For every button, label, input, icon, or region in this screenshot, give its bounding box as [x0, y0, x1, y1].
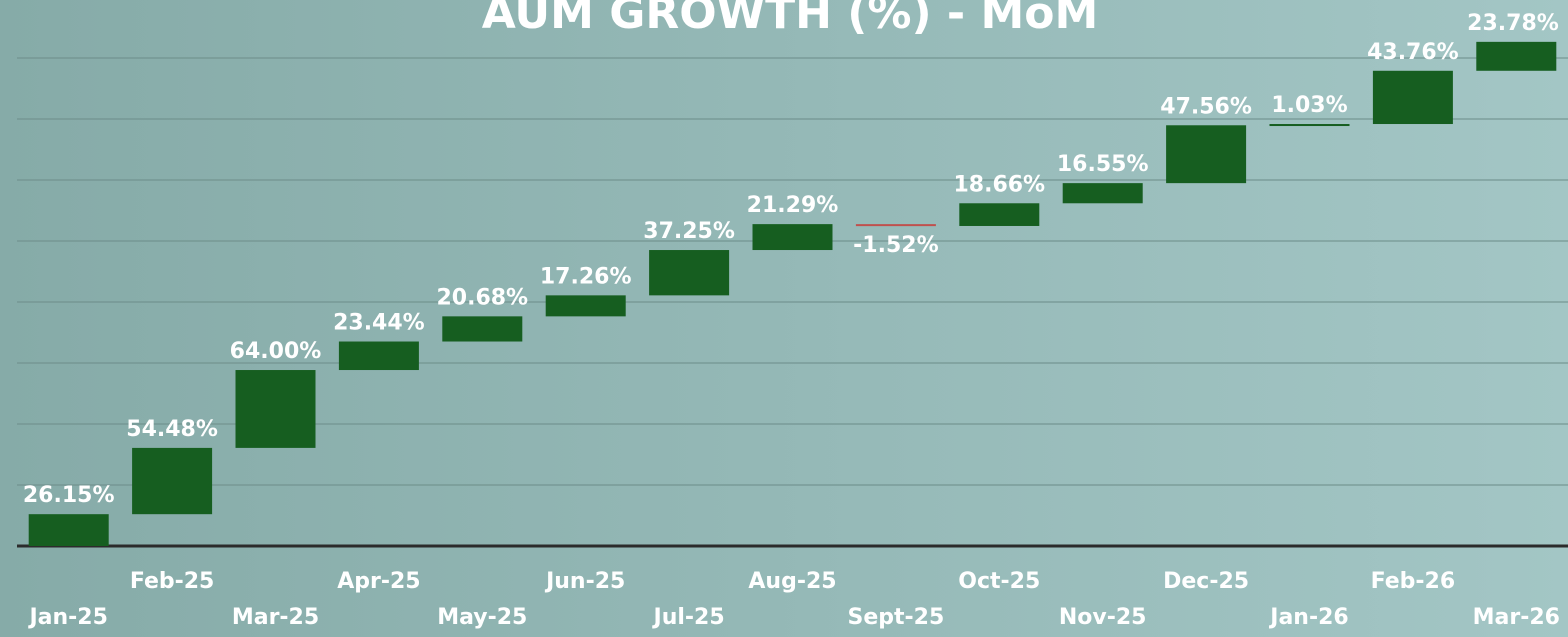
- data-label: 1.03%: [1271, 93, 1347, 118]
- bar: [855, 224, 936, 227]
- data-label: 18.66%: [953, 172, 1045, 197]
- x-tick-label: Oct-25: [958, 569, 1040, 594]
- bar: [752, 224, 833, 251]
- data-label: 64.00%: [230, 339, 322, 364]
- bar: [1269, 124, 1350, 127]
- data-label: 23.44%: [333, 311, 425, 336]
- data-label: 37.25%: [643, 219, 735, 244]
- bar: [1372, 70, 1453, 125]
- x-tick-label: Apr-25: [337, 569, 420, 594]
- data-label: 23.78%: [1467, 11, 1559, 36]
- x-tick-label: Aug-25: [748, 569, 836, 594]
- data-label: 47.56%: [1160, 94, 1252, 119]
- data-label: 26.15%: [23, 483, 115, 508]
- bar: [959, 203, 1040, 226]
- bar: [1062, 183, 1143, 204]
- x-tick-label: Jan-26: [1268, 605, 1348, 630]
- x-tick-label: Feb-26: [1371, 569, 1456, 594]
- data-label: 20.68%: [436, 285, 528, 310]
- bar: [28, 514, 109, 546]
- grid: [17, 57, 1568, 486]
- bar: [545, 295, 626, 317]
- x-tick-label: Mar-25: [232, 605, 319, 630]
- x-tick-label: May-25: [437, 605, 527, 630]
- x-tick-label: Nov-25: [1059, 605, 1147, 630]
- data-label: 43.76%: [1367, 40, 1459, 65]
- x-tick-label: Sept-25: [848, 605, 945, 630]
- data-label: 16.55%: [1057, 152, 1149, 177]
- data-label: -1.52%: [853, 233, 938, 258]
- chart-title: AUM GROWTH (%) - MoM: [482, 0, 1099, 39]
- x-tick-label: Mar-26: [1473, 605, 1560, 630]
- x-tick-label: Dec-25: [1163, 569, 1249, 594]
- x-tick-label: Jun-25: [544, 569, 625, 594]
- bar: [442, 316, 523, 342]
- data-label: 21.29%: [747, 193, 839, 218]
- x-tick-label: Jul-25: [652, 605, 725, 630]
- x-tick-label: Jan-25: [27, 605, 107, 630]
- bar: [132, 447, 213, 515]
- bar: [1476, 41, 1557, 71]
- data-label: 54.48%: [126, 417, 218, 442]
- bar: [649, 250, 730, 296]
- x-tick-label: Feb-25: [130, 569, 215, 594]
- bar: [338, 341, 419, 371]
- bar: [235, 370, 316, 448]
- bar: [1166, 125, 1247, 184]
- data-label: 17.26%: [540, 264, 632, 289]
